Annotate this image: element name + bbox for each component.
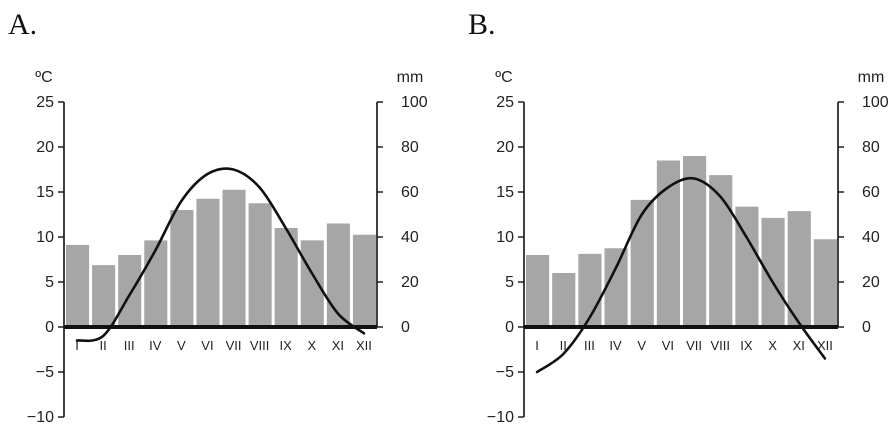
month-label: V: [637, 338, 646, 353]
month-label: IX: [740, 338, 753, 353]
precip-tick-label: 80: [401, 139, 419, 156]
precip-bar: [656, 160, 680, 327]
precip-bar: [170, 210, 194, 327]
month-label: II: [560, 338, 567, 353]
temp-unit-label: ºC: [495, 69, 512, 86]
month-label: XII: [356, 338, 372, 353]
month-label: XI: [332, 338, 344, 353]
temp-tick-label: 25: [496, 94, 514, 111]
temp-tick-label: −10: [27, 409, 54, 426]
month-label: XII: [817, 338, 833, 353]
month-label: VII: [226, 338, 242, 353]
month-label: II: [100, 338, 107, 353]
precip-tick-label: 60: [862, 184, 880, 201]
precip-bar: [274, 228, 298, 327]
precip-bar: [604, 248, 628, 327]
precip-bar: [222, 189, 246, 327]
precip-bar: [787, 211, 811, 327]
month-label: X: [307, 338, 316, 353]
month-label: X: [768, 338, 777, 353]
precip-bar: [352, 234, 376, 327]
precip-tick-label: 20: [862, 274, 880, 291]
precip-tick-label: 40: [401, 229, 419, 246]
temp-tick-label: 15: [36, 184, 54, 201]
precip-bar: [552, 273, 576, 327]
precip-bar: [144, 240, 168, 327]
temperature-line: [535, 176, 827, 374]
month-label: XI: [793, 338, 805, 353]
temp-tick-label: −5: [496, 364, 514, 381]
precip-bar: [735, 206, 759, 327]
precip-bar: [92, 265, 116, 327]
precip-tick-label: 100: [401, 94, 428, 111]
precip-bar: [709, 175, 733, 327]
precip-bar: [300, 240, 324, 327]
panel-b-label: B.: [468, 8, 496, 41]
precip-bar: [630, 199, 654, 327]
temp-tick-label: 0: [505, 319, 514, 336]
precip-unit-label: mm: [397, 69, 424, 86]
temp-tick-label: 25: [36, 94, 54, 111]
month-label: III: [124, 338, 135, 353]
month-label: I: [75, 338, 79, 353]
precip-tick-label: 60: [401, 184, 419, 201]
temp-tick-label: 5: [45, 274, 54, 291]
precip-bar: [683, 156, 707, 327]
panel-a-label: A.: [8, 8, 38, 41]
month-label: I: [535, 338, 539, 353]
precip-tick-label: 0: [401, 319, 410, 336]
precip-tick-label: 100: [862, 94, 889, 111]
temp-unit-label: ºC: [35, 69, 52, 86]
month-label: III: [584, 338, 595, 353]
precip-bar: [761, 217, 785, 327]
precip-bar: [526, 255, 550, 327]
precip-tick-label: 80: [862, 139, 880, 156]
temp-tick-label: 15: [496, 184, 514, 201]
precip-tick-label: 40: [862, 229, 880, 246]
month-label: VIII: [710, 338, 730, 353]
temp-tick-label: 20: [496, 139, 514, 156]
month-label: VI: [662, 338, 674, 353]
month-label: IX: [280, 338, 293, 353]
precip-bar: [118, 255, 142, 327]
month-label: IV: [149, 338, 162, 353]
temp-tick-label: 10: [496, 229, 514, 246]
month-label: VI: [201, 338, 213, 353]
precip-tick-label: 20: [401, 274, 419, 291]
month-label: VIII: [250, 338, 270, 353]
precip-bar: [66, 244, 90, 327]
temp-tick-label: 5: [505, 274, 514, 291]
month-label: V: [177, 338, 186, 353]
month-label: VII: [686, 338, 702, 353]
temperature-line: [75, 167, 366, 343]
precip-unit-label: mm: [858, 69, 885, 86]
precip-bar: [196, 198, 220, 327]
precip-tick-label: 0: [862, 319, 871, 336]
precip-bar: [813, 239, 837, 327]
temp-tick-label: 0: [45, 319, 54, 336]
temp-tick-label: 20: [36, 139, 54, 156]
month-label: IV: [609, 338, 622, 353]
precip-bar: [248, 203, 272, 327]
temp-tick-label: 10: [36, 229, 54, 246]
temp-tick-label: −5: [36, 364, 54, 381]
precip-bar: [326, 223, 350, 327]
temp-tick-label: −10: [487, 409, 514, 426]
